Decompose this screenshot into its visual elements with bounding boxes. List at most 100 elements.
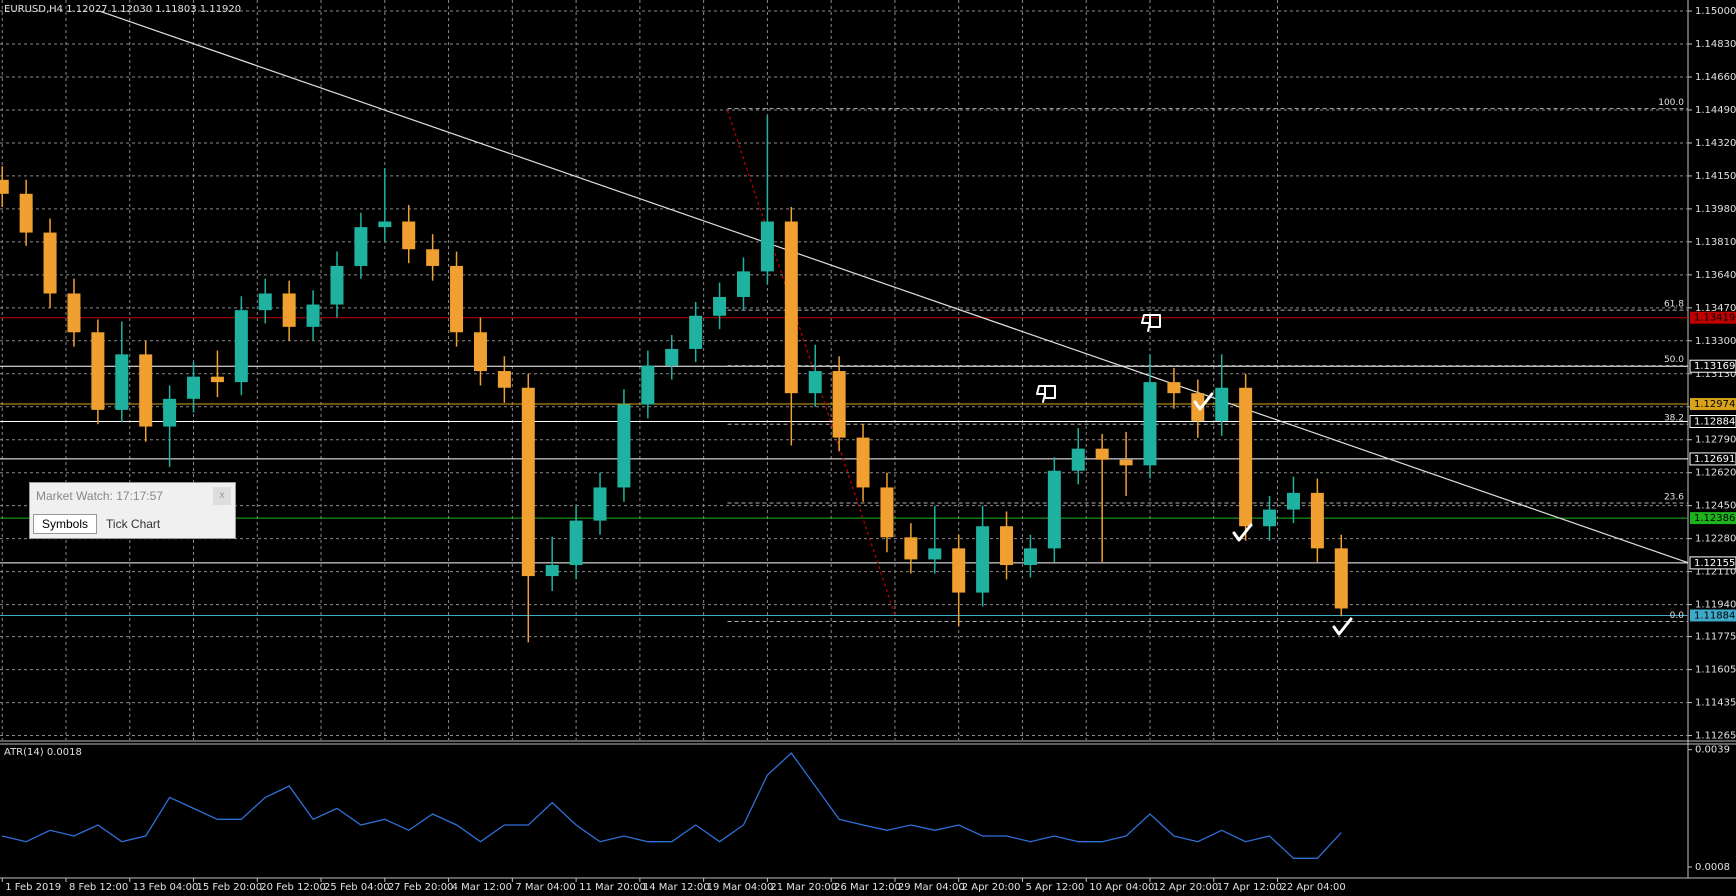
- y-tick-label: 1.11265: [1695, 731, 1736, 742]
- x-tick-label: 15 Feb 20:00: [197, 882, 263, 893]
- candle-body: [163, 398, 177, 427]
- x-tick-label: 17 Apr 12:00: [1217, 882, 1282, 893]
- candle-body: [713, 296, 727, 316]
- icons: [1036, 314, 1353, 636]
- x-tick-label: 26 Mar 12:00: [834, 882, 901, 893]
- check-icon: [1193, 392, 1214, 411]
- fibo-label: 100.0: [1658, 98, 1684, 108]
- x-tick-label: 4 Mar 12:00: [452, 882, 512, 893]
- x-tick-label: 7 Mar 04:00: [515, 882, 575, 893]
- y-tick-label: 1.11940: [1695, 600, 1736, 611]
- check-icon: [1332, 617, 1353, 636]
- candle-body: [378, 221, 392, 228]
- tab[interactable]: Tick Chart: [106, 517, 161, 531]
- y-tick-label: 1.14490: [1695, 105, 1736, 116]
- level-label-bg: [1689, 556, 1736, 570]
- atr-line: [2, 752, 1342, 859]
- level-label-bg: [1690, 609, 1736, 622]
- candle-body: [497, 371, 511, 388]
- tabs: Symbols Tick Chart: [33, 514, 169, 534]
- marks: [0, 115, 1348, 859]
- indicator-title: ATR(14) 0.0018: [4, 747, 82, 758]
- x-tick-label: 25 Feb 04:00: [324, 882, 390, 893]
- candle-body: [1071, 448, 1085, 471]
- candle-body: [67, 293, 81, 333]
- candle-body: [880, 487, 894, 538]
- candle-body: [187, 376, 201, 399]
- candle-body: [928, 548, 942, 560]
- y-tick-label: 1.13300: [1695, 336, 1736, 347]
- candle-body: [1000, 526, 1014, 566]
- x-tick-label: 21 Mar 20:00: [770, 882, 837, 893]
- candle-body: [593, 487, 607, 521]
- y-tick-label: 1.13130: [1695, 369, 1736, 380]
- candle-body: [808, 371, 822, 394]
- market-watch: Market Watch: 17:17:57 x Symbols Tick Cha…: [29, 482, 236, 539]
- candle-body: [91, 332, 105, 410]
- candle-body: [665, 348, 679, 366]
- y-tick-label: 1.14660: [1695, 72, 1736, 83]
- thumbs-down-icon: [1141, 314, 1161, 332]
- level-label-bg: [1690, 398, 1736, 411]
- level-label: 1.12155: [1694, 558, 1735, 569]
- y-tick-label: 1.12450: [1695, 501, 1736, 512]
- candle-body: [1286, 492, 1300, 510]
- level-label-bg: [1689, 359, 1736, 373]
- levels: 1.13419 1.13169 1.12974 1.12884 1.12691 1.123…: [0, 10, 1736, 622]
- y-tick-label: 0.0008: [1695, 862, 1730, 873]
- candle-body: [473, 332, 487, 372]
- tab[interactable]: Symbols: [33, 514, 98, 534]
- fibo-label: 0.0: [1670, 611, 1685, 621]
- y-tick-label: 1.14150: [1695, 171, 1736, 182]
- x-tick-label: 5 Apr 12:00: [1025, 882, 1084, 893]
- candle-body: [234, 310, 248, 383]
- y-tick-label: 1.12620: [1695, 468, 1736, 479]
- candle-body: [139, 354, 153, 427]
- candle-body: [1310, 492, 1324, 549]
- candle-body: [115, 354, 129, 410]
- candle-body: [1047, 470, 1061, 549]
- candle-body: [1143, 382, 1157, 466]
- fibo-label: 23.6: [1664, 492, 1684, 502]
- candle-body: [258, 293, 272, 311]
- candle-body: [976, 526, 990, 593]
- x-tick-label: 1 Feb 2019: [5, 882, 61, 893]
- y-tick-label: 1.11435: [1695, 698, 1736, 709]
- y-tick-label: 1.15000: [1695, 6, 1736, 17]
- y-tick-label: 0.0039: [1695, 745, 1730, 756]
- candle-body: [19, 193, 33, 233]
- y-tick-label: 1.13470: [1695, 303, 1736, 314]
- chart-title: EURUSD,H4 1.12027 1.12030 1.11803 1.1192…: [4, 4, 241, 15]
- x-tick-label: 29 Mar 04:00: [898, 882, 965, 893]
- x-tick-label: 20 Feb 12:00: [260, 882, 326, 893]
- y-tick-label: 1.13980: [1695, 204, 1736, 215]
- x-tick-label: 10 Apr 04:00: [1089, 882, 1154, 893]
- close-button[interactable]: x: [213, 487, 231, 505]
- candle-body: [1167, 382, 1181, 394]
- candle-body: [904, 537, 918, 560]
- fibo-trend-line: [726, 110, 896, 616]
- fibo-label: 50.0: [1664, 355, 1684, 365]
- x-tick-label: 13 Feb 04:00: [133, 882, 199, 893]
- x-tick-label: 27 Feb 20:00: [388, 882, 454, 893]
- candle-body: [1263, 509, 1277, 527]
- market-watch-time: Market Watch: 17:17:57: [36, 489, 163, 503]
- candle-body: [354, 227, 368, 266]
- level-label: 1.12691: [1694, 454, 1735, 465]
- x-tick-label: 22 Apr 04:00: [1281, 882, 1346, 893]
- level-label-bg: [1690, 512, 1736, 525]
- x-tick-label: 14 Mar 12:00: [643, 882, 710, 893]
- y-tick-label: 1.11775: [1695, 632, 1736, 643]
- candle-body: [210, 376, 224, 383]
- candle-body: [1023, 548, 1037, 566]
- y-tick-label: 1.12280: [1695, 534, 1736, 545]
- candle-body: [952, 548, 966, 593]
- thumbs-down-icon: [1036, 385, 1056, 403]
- x-tick-label: 11 Mar 20:00: [579, 882, 646, 893]
- candle-body: [521, 387, 535, 577]
- level-label-bg: [1689, 452, 1736, 466]
- y-tick-label: 1.11605: [1695, 665, 1736, 676]
